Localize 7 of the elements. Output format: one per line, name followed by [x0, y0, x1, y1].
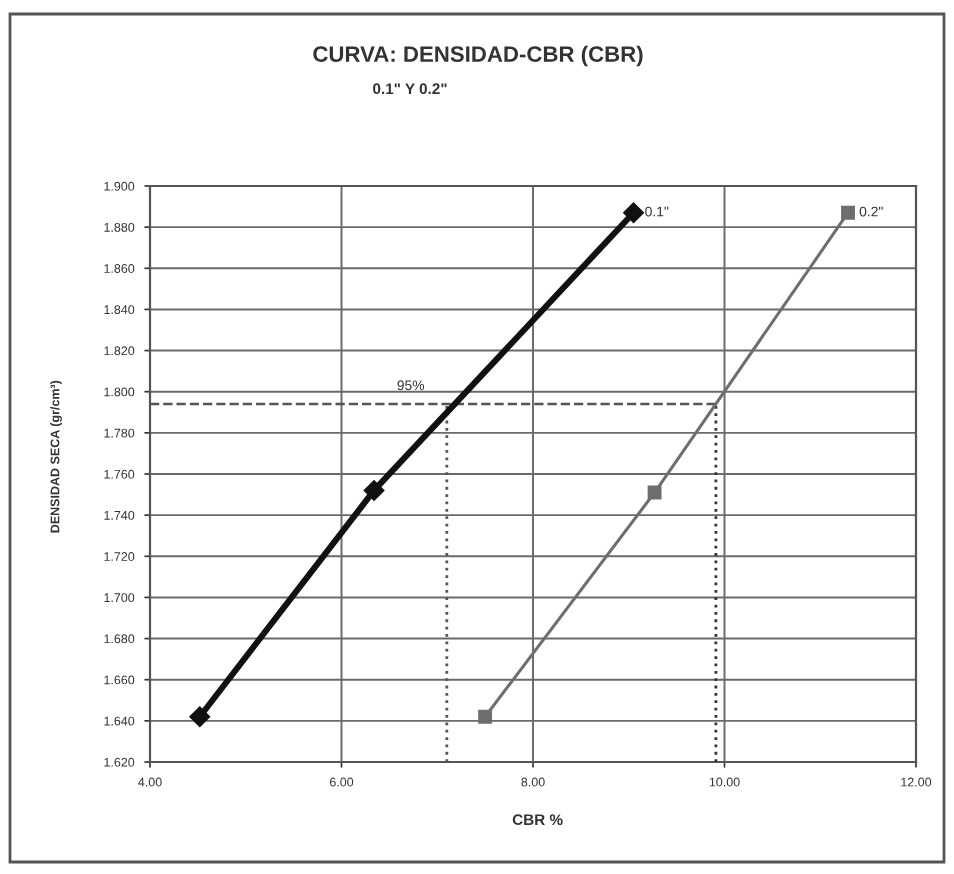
- point: [647, 485, 662, 500]
- point: [623, 202, 644, 223]
- chart-title: CURVA: DENSIDAD-CBR (CBR): [313, 45, 643, 67]
- point: [189, 706, 211, 727]
- point: [841, 205, 855, 220]
- point: [363, 480, 385, 501]
- point: [478, 709, 493, 724]
